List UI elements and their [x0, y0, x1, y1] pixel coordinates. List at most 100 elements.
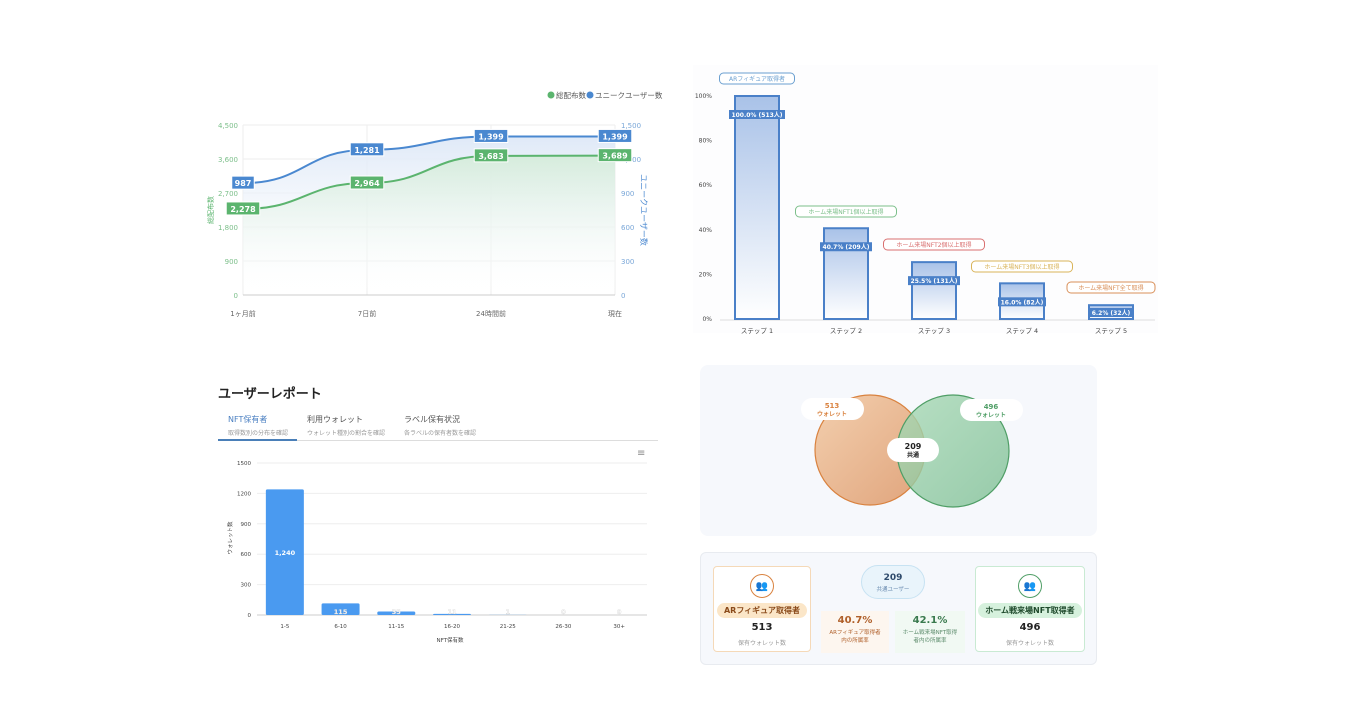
nft-holders-title: ホーム戦来場NFT取得者: [978, 603, 1082, 618]
x-tick-label: 24時間前: [476, 309, 506, 318]
venn-overlap-unit: 共通: [907, 451, 919, 459]
users-icon: 👥: [1018, 574, 1042, 598]
y-tick-label: 60%: [699, 182, 713, 189]
x-tick-label: 7日前: [358, 309, 376, 318]
funnel-bar: [911, 261, 957, 321]
data-label-bg: [349, 175, 385, 190]
nft-rate-value: 42.1%: [912, 615, 948, 626]
bar: [265, 489, 304, 615]
venn-left-count: 513: [825, 402, 840, 410]
x-tick-label: 26-30: [555, 624, 571, 630]
tabs-divider: [218, 440, 658, 441]
stats-panel: 👥 ARフィギュア取得者 513 保有ウォレット数 209 共通ユーザー 40.…: [700, 552, 1097, 665]
left-tick-label: 1,800: [218, 224, 238, 232]
x-tick-label: 30+: [613, 624, 625, 630]
step-annotation: ホーム来場NFT3個以上取得: [984, 263, 1059, 271]
right-tick-label: 600: [621, 224, 634, 232]
bar-value-label: 0: [561, 608, 566, 616]
nft-holders-label: 保有ウォレット数: [1005, 640, 1054, 647]
data-label-bg: [473, 128, 509, 143]
tab-nft-holders[interactable]: NFT保有者 取得数別の分布を確認: [228, 414, 288, 437]
venn-left-label-bg: [801, 398, 864, 420]
step-annotation-bg: [971, 260, 1073, 273]
bar-value-label: 1: [505, 608, 510, 616]
tab-label: ラベル保有状況: [404, 415, 460, 424]
right-tick-label: 1,500: [621, 122, 641, 130]
step-annotation-bg: [795, 205, 897, 218]
bar: [321, 603, 360, 615]
step-annotation-bg: [1066, 281, 1156, 294]
bar-value-label: 1,240: [275, 549, 296, 557]
x-axis-title: NFT保有数: [436, 636, 464, 644]
left-tick-label: 2,700: [218, 190, 238, 198]
y-tick-label: 0%: [702, 316, 712, 323]
bar: [433, 613, 471, 615]
users-icon: 👥: [750, 574, 774, 598]
tab-label: 利用ウォレット: [307, 415, 363, 424]
x-tick-label: ステップ 3: [918, 327, 950, 335]
data-label: 1,281: [354, 146, 380, 155]
y-tick-label: 1500: [237, 461, 251, 467]
step-annotation-bg: [883, 238, 985, 251]
funnel-bar: [734, 95, 780, 320]
data-label: 987: [235, 179, 252, 188]
tab-wallets[interactable]: 利用ウォレットウォレット種別の割合を確認: [307, 414, 385, 437]
step-annotation: ホーム来場NFT1個以上取得: [808, 208, 883, 216]
data-label-bg: [597, 128, 633, 143]
data-label: 3,689: [602, 152, 628, 161]
legend-label: ユニークユーザー数: [595, 90, 663, 100]
data-label-bg: [225, 201, 261, 216]
bar-value-label: 115: [334, 608, 348, 616]
x-tick-label: 21-25: [500, 624, 516, 630]
venn-right-count: 496: [984, 403, 999, 411]
data-label-bg: [231, 175, 255, 190]
step-annotation-bg: [719, 72, 795, 85]
bar-value-label: 0: [617, 608, 622, 616]
common-users-badge: 209 共通ユーザー: [861, 565, 925, 599]
tab-sub: 取得数別の分布を確認: [228, 430, 289, 437]
hamburger-menu-icon[interactable]: ≡: [637, 448, 646, 459]
bar-label-bg: [1089, 308, 1133, 317]
nft-rate-label: ホーム戦来場NFT取得者内の所属率: [902, 630, 958, 644]
data-label: 1,399: [478, 132, 504, 141]
right-tick-label: 900: [621, 190, 634, 198]
data-label-bg: [473, 148, 509, 163]
left-tick-label: 0: [234, 292, 238, 300]
ar-rate-value: 40.7%: [837, 615, 873, 626]
nft-holders-bar-chart: 0 300 600 900 1200 1500 1,240 1-5 115 6-10 35 11-15…: [226, 461, 647, 644]
venn-right-label-bg: [960, 399, 1023, 421]
venn-overlap-count: 209: [905, 442, 922, 451]
right-tick-label: 300: [621, 258, 634, 266]
x-tick-label: 11-15: [388, 624, 404, 630]
common-users-count: 209: [883, 573, 903, 583]
tab-sub: ウォレット種別の割合を確認: [307, 430, 386, 437]
nft-holders-card: 👥 ホーム戦来場NFT取得者 496 保有ウォレット数: [975, 566, 1085, 652]
series-area: [243, 155, 615, 295]
x-tick-label: ステップ 1: [741, 327, 773, 335]
x-tick-label: 6-10: [334, 624, 347, 630]
tab-labels[interactable]: ラベル保有状況 各ラベルの保有者数を確認: [404, 414, 476, 437]
ar-holders-title: ARフィギュア取得者: [716, 603, 808, 618]
bar-label-bg: [998, 297, 1046, 307]
x-tick-label: 1ヶ月前: [230, 309, 255, 318]
y-tick-label: 600: [241, 552, 252, 558]
line-chart: 009003001,8006002,7009003,6001,2004,5001…: [206, 90, 663, 318]
bar-value-label: 35: [392, 608, 402, 616]
x-tick-label: 16-20: [444, 624, 460, 630]
step-annotation: ホーム来場NFT2個以上取得: [896, 241, 971, 249]
x-tick-label: ステップ 4: [1006, 327, 1038, 335]
venn-left-unit: ウォレット: [817, 410, 847, 418]
bar-label-bg: [729, 110, 785, 119]
y-tick-label: 80%: [699, 138, 713, 145]
y-tick-label: 1200: [237, 491, 251, 497]
bar-label: 100.0% (513人): [731, 111, 782, 119]
legend-marker: [586, 91, 594, 99]
bar-label: 16.0% (82人): [1001, 298, 1044, 306]
x-tick-label: ステップ 5: [1095, 327, 1127, 335]
data-label-bg: [597, 148, 633, 163]
step-annotation: ARフィギュア取得者: [729, 75, 785, 83]
venn-panel: 513 ウォレット 496 ウォレット 209 共通: [700, 365, 1097, 536]
right-tick-label: 0: [621, 292, 625, 300]
x-tick-label: 1-5: [280, 624, 289, 630]
funnel-chart: 0% 20% 40% 60% 80% 100% 100.0% (513人) ステップ 1 40.…: [695, 72, 1156, 335]
